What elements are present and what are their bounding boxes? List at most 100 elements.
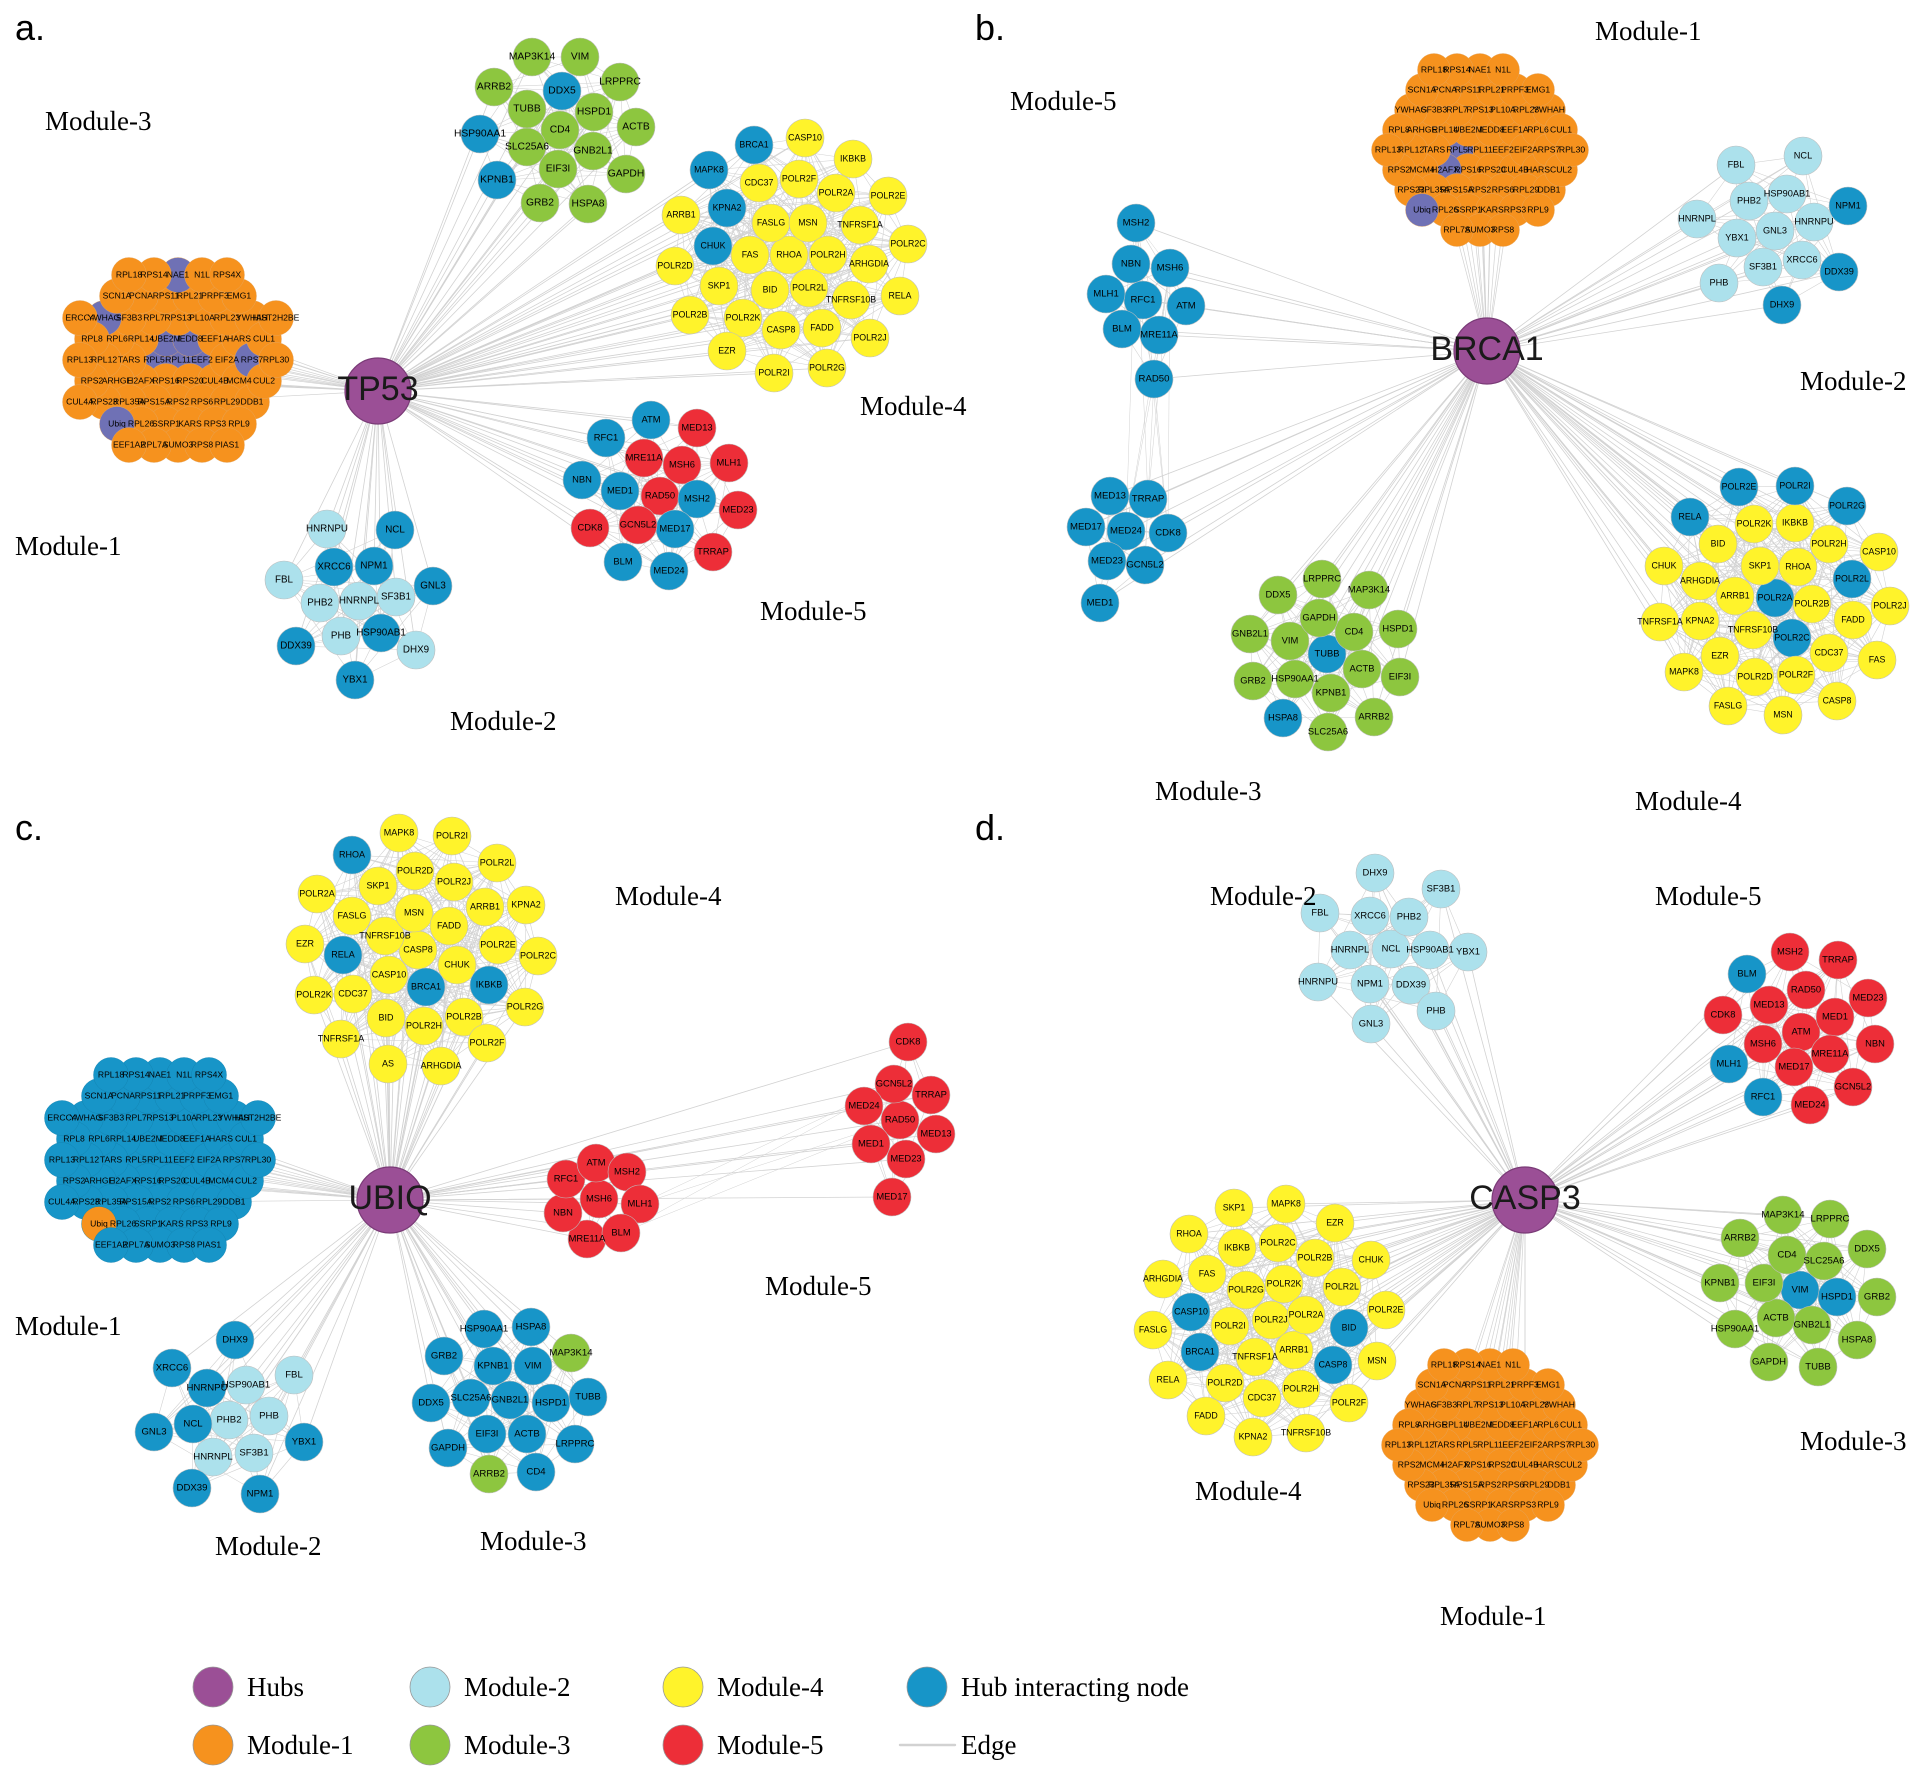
svg-text:RPL6: RPL6	[1537, 1419, 1559, 1429]
svg-text:Ubiq: Ubiq	[1423, 1499, 1441, 1509]
svg-text:RPL11: RPL11	[1467, 144, 1493, 154]
svg-text:Module-5: Module-5	[1010, 86, 1116, 116]
svg-text:MAP3K14: MAP3K14	[509, 52, 556, 63]
svg-text:CUL2: CUL2	[1550, 164, 1572, 174]
svg-text:NAE1: NAE1	[1469, 64, 1492, 74]
svg-text:POLR2C: POLR2C	[1260, 1237, 1296, 1247]
svg-text:IKBKB: IKBKB	[1782, 517, 1808, 527]
svg-text:RPL7: RPL7	[125, 1112, 147, 1122]
svg-text:Module-2: Module-2	[215, 1531, 321, 1561]
svg-text:SSRP1: SSRP1	[134, 1218, 162, 1228]
svg-text:BRCA1: BRCA1	[1185, 1346, 1214, 1356]
svg-text:ARHGDIA: ARHGDIA	[420, 1060, 461, 1070]
svg-text:SLC25A6: SLC25A6	[1308, 725, 1348, 736]
svg-text:ATM: ATM	[1791, 1025, 1810, 1036]
svg-text:EZR: EZR	[296, 938, 315, 948]
svg-text:POLR2F: POLR2F	[1779, 669, 1814, 679]
svg-text:d.: d.	[975, 807, 1005, 848]
svg-text:RPL13: RPL13	[67, 354, 93, 364]
svg-text:Ubiq: Ubiq	[108, 418, 126, 428]
svg-text:RPS6: RPS6	[191, 396, 214, 406]
svg-text:MSH6: MSH6	[1157, 263, 1184, 274]
svg-text:PCNA: PCNA	[1443, 1379, 1467, 1389]
svg-text:POLR2J: POLR2J	[437, 876, 471, 886]
svg-text:AS: AS	[382, 1058, 394, 1068]
svg-text:FAS: FAS	[742, 249, 759, 259]
svg-text:HSP90AA1: HSP90AA1	[1271, 672, 1318, 683]
svg-text:MLH1: MLH1	[627, 1197, 652, 1208]
svg-text:RPS20: RPS20	[158, 1175, 185, 1185]
svg-text:RPL9: RPL9	[1537, 1499, 1559, 1509]
svg-text:TNFRSF10B: TNFRSF10B	[826, 294, 876, 304]
svg-text:POLR2F: POLR2F	[782, 173, 817, 183]
svg-text:MRE11A: MRE11A	[626, 451, 664, 462]
svg-text:MED23: MED23	[1091, 556, 1123, 567]
svg-text:TRRAP: TRRAP	[697, 545, 729, 556]
svg-text:POLR2D: POLR2D	[657, 260, 692, 270]
svg-text:SKP1: SKP1	[1749, 560, 1772, 570]
svg-text:EEF2: EEF2	[173, 1154, 195, 1164]
svg-text:MSN: MSN	[798, 217, 818, 227]
svg-text:RFC1: RFC1	[1751, 1090, 1775, 1101]
svg-text:GCN5L2: GCN5L2	[1126, 560, 1163, 571]
svg-text:POLR2B: POLR2B	[1795, 598, 1830, 608]
svg-text:GNL3: GNL3	[141, 1427, 166, 1438]
svg-text:POLR2B: POLR2B	[1298, 1252, 1333, 1262]
svg-text:Module-3: Module-3	[464, 1730, 570, 1760]
svg-text:CASP10: CASP10	[372, 969, 407, 979]
svg-text:RPL11: RPL11	[1477, 1439, 1503, 1449]
svg-text:BID: BID	[378, 1012, 394, 1022]
svg-text:GCN5L2: GCN5L2	[1835, 1080, 1871, 1091]
svg-text:POLR2L: POLR2L	[1325, 1281, 1359, 1291]
svg-text:POLR2A: POLR2A	[299, 888, 335, 898]
svg-text:EEF1A2: EEF1A2	[95, 1239, 127, 1249]
svg-text:NAE1: NAE1	[167, 269, 190, 279]
svg-text:CUL1: CUL1	[1550, 124, 1572, 134]
svg-text:RPL13: RPL13	[1385, 1439, 1411, 1449]
svg-text:POLR2H: POLR2H	[810, 249, 845, 259]
svg-text:TUBB: TUBB	[513, 104, 541, 115]
svg-text:HSP90AB1: HSP90AB1	[356, 628, 406, 639]
svg-text:Hubs: Hubs	[247, 1672, 304, 1702]
svg-text:TNFRSF10B: TNFRSF10B	[1281, 1427, 1331, 1437]
svg-text:KPNA2: KPNA2	[1239, 1431, 1268, 1441]
svg-text:POLR2J: POLR2J	[1254, 1314, 1287, 1324]
svg-text:FASLG: FASLG	[1139, 1324, 1168, 1334]
svg-text:PCNA: PCNA	[1433, 84, 1457, 94]
svg-text:POLR2A: POLR2A	[819, 187, 854, 197]
svg-text:RPS6: RPS6	[1492, 184, 1515, 194]
svg-text:FASLG: FASLG	[337, 910, 366, 920]
svg-text:MSH2: MSH2	[614, 1165, 640, 1176]
svg-text:KPNA2: KPNA2	[1686, 615, 1715, 625]
svg-text:HNRNPU: HNRNPU	[306, 524, 348, 535]
svg-text:Module-5: Module-5	[717, 1730, 823, 1760]
svg-text:KPNB1: KPNB1	[480, 175, 514, 186]
svg-text:CHUK: CHUK	[1359, 1254, 1384, 1264]
svg-text:NBN: NBN	[553, 1206, 573, 1217]
svg-text:RPS6: RPS6	[173, 1196, 196, 1206]
svg-text:RPS23: RPS23	[1397, 184, 1424, 194]
svg-text:RPL13: RPL13	[1375, 144, 1401, 154]
svg-text:RPL5: RPL5	[1446, 144, 1468, 154]
svg-text:RPL9: RPL9	[210, 1218, 232, 1228]
svg-text:POLR2A: POLR2A	[1758, 592, 1793, 602]
svg-text:HNRNPL: HNRNPL	[193, 1452, 233, 1463]
svg-text:RPS23: RPS23	[72, 1196, 99, 1206]
svg-text:BRCA1: BRCA1	[411, 981, 441, 991]
svg-text:ARRB1: ARRB1	[666, 209, 695, 219]
svg-text:Module-4: Module-4	[1635, 786, 1742, 816]
svg-text:HSPA8: HSPA8	[516, 1322, 547, 1333]
svg-text:YBX1: YBX1	[342, 675, 367, 686]
svg-text:MAPK8: MAPK8	[1669, 666, 1699, 676]
svg-text:GAPDH: GAPDH	[1302, 611, 1335, 622]
svg-text:c.: c.	[15, 807, 43, 848]
svg-text:RPL7A: RPL7A	[1443, 224, 1470, 234]
svg-text:MAP3K14: MAP3K14	[1348, 583, 1390, 594]
svg-text:RPL6: RPL6	[1527, 124, 1549, 134]
svg-text:RELA: RELA	[331, 949, 355, 959]
svg-text:Module-5: Module-5	[760, 596, 866, 626]
svg-text:POLR2G: POLR2G	[507, 1001, 544, 1011]
svg-text:ARHGDIA: ARHGDIA	[1680, 575, 1720, 585]
svg-text:POLR2B: POLR2B	[673, 309, 708, 319]
svg-text:RAD50: RAD50	[645, 489, 675, 500]
